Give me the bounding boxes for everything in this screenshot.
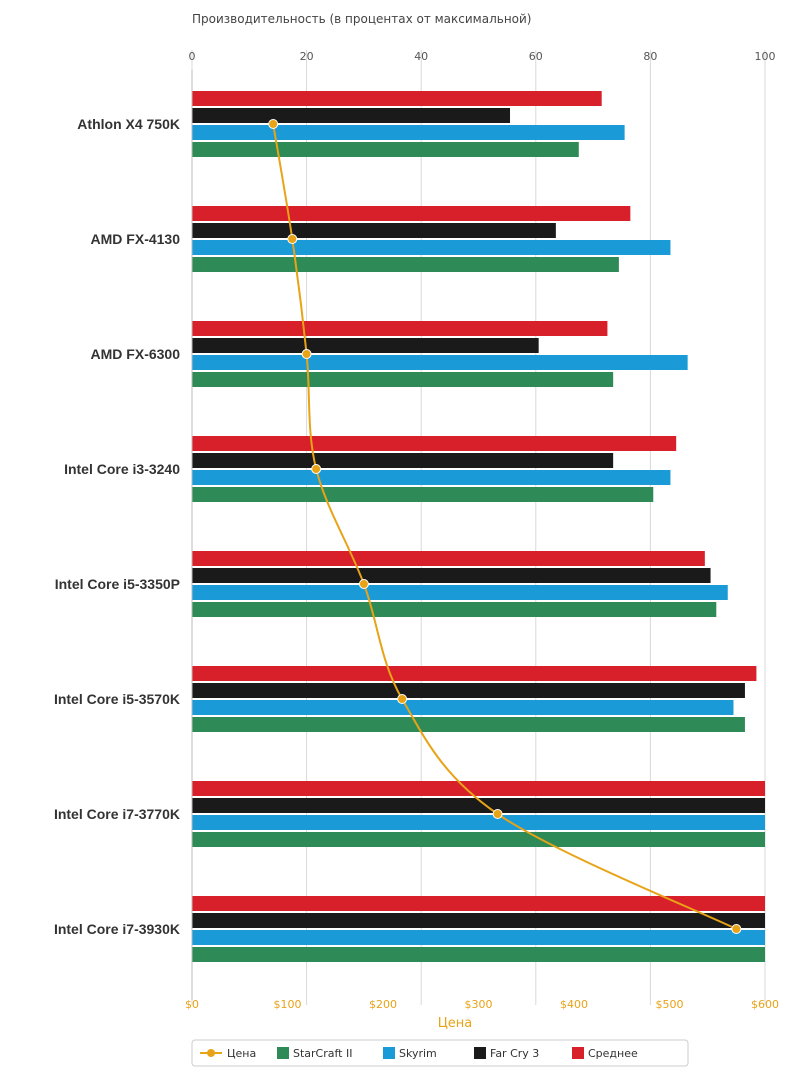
legend-dot-icon (207, 1049, 215, 1057)
top-axis-title: Производительность (в процентах от макси… (192, 12, 532, 26)
price-point (358, 579, 369, 589)
legend-label: Среднее (588, 1047, 638, 1060)
bar-среднее (192, 436, 677, 451)
legend-swatch-icon (277, 1047, 289, 1059)
bar-skyrim (192, 700, 734, 715)
category-label: AMD FX-4130 (91, 231, 181, 247)
bar-skyrim (192, 585, 728, 600)
bar-starcraft-ii (192, 947, 765, 962)
top-axis-ticks: 0 20 40 60 80 100 (189, 50, 776, 63)
legend-label: StarCraft II (293, 1047, 352, 1060)
bar-skyrim (192, 815, 765, 830)
bar-среднее (192, 666, 757, 681)
bottom-tick-label: $0 (185, 998, 199, 1011)
legend-label: Far Cry 3 (490, 1047, 539, 1060)
grid (191, 50, 766, 1005)
bottom-axis-ticks: $0 $100 $200 $300 $400 $500 $600 (185, 998, 779, 1011)
bar-skyrim (192, 355, 688, 370)
bar-far-cry-3 (192, 338, 539, 353)
bar-среднее (192, 896, 765, 911)
category-label: Intel Core i7-3930K (54, 921, 180, 937)
bar-starcraft-ii (192, 832, 765, 847)
legend-label: Skyrim (399, 1047, 437, 1060)
legend-swatch-icon (572, 1047, 584, 1059)
bar-среднее (192, 206, 631, 221)
bar-starcraft-ii (192, 602, 717, 617)
category-label: Intel Core i5-3570K (54, 691, 180, 707)
price-point (301, 349, 312, 359)
price-point (397, 694, 408, 704)
bottom-tick-label: $500 (656, 998, 684, 1011)
bar-far-cry-3 (192, 568, 711, 583)
top-tick-label: 20 (300, 50, 314, 63)
legend-swatch-icon (474, 1047, 486, 1059)
bar-среднее (192, 551, 705, 566)
bottom-tick-label: $600 (751, 998, 779, 1011)
top-tick-label: 60 (529, 50, 543, 63)
category-label: Athlon X4 750K (77, 116, 180, 132)
bottom-tick-label: $100 (274, 998, 302, 1011)
bar-skyrim (192, 125, 625, 140)
bar-среднее (192, 321, 608, 336)
bar-far-cry-3 (192, 108, 511, 123)
price-point (287, 234, 298, 244)
top-tick-label: 0 (189, 50, 196, 63)
bottom-tick-label: $300 (465, 998, 493, 1011)
bar-far-cry-3 (192, 453, 614, 468)
bottom-tick-label: $400 (560, 998, 588, 1011)
bar-far-cry-3 (192, 223, 556, 238)
bar-skyrim (192, 470, 671, 485)
category-labels: Athlon X4 750K AMD FX-4130 AMD FX-6300 Inte… (54, 116, 180, 937)
legend-swatch-icon (383, 1047, 395, 1059)
price-point (268, 119, 279, 129)
price-point (492, 809, 503, 819)
bar-среднее (192, 781, 765, 796)
top-tick-label: 40 (414, 50, 428, 63)
bar-skyrim (192, 240, 671, 255)
price-line (268, 119, 742, 934)
bar-far-cry-3 (192, 798, 765, 813)
bar-far-cry-3 (192, 683, 745, 698)
bars (192, 91, 765, 962)
bar-starcraft-ii (192, 372, 614, 387)
bottom-axis-title: Цена (438, 1016, 473, 1031)
bottom-tick-label: $200 (369, 998, 397, 1011)
category-label: Intel Core i3-3240 (64, 461, 180, 477)
category-label: Intel Core i5-3350P (55, 576, 180, 592)
legend-label: Цена (227, 1047, 256, 1060)
price-point (731, 924, 742, 934)
bar-starcraft-ii (192, 717, 745, 732)
top-tick-label: 80 (643, 50, 657, 63)
bar-starcraft-ii (192, 487, 654, 502)
price-point (311, 464, 322, 474)
legend[interactable]: Цена StarCraft II Skyrim Far Cry 3 Среднее (191, 1039, 689, 1067)
bar-skyrim (192, 930, 765, 945)
legend-box (191, 1039, 689, 1067)
bar-starcraft-ii (192, 257, 619, 272)
category-label: Intel Core i7-3770K (54, 806, 180, 822)
bar-среднее (192, 91, 602, 106)
bar-starcraft-ii (192, 142, 579, 157)
price-curve (272, 123, 737, 930)
category-label: AMD FX-6300 (91, 346, 181, 362)
top-tick-label: 100 (755, 50, 776, 63)
bar-far-cry-3 (192, 913, 765, 928)
